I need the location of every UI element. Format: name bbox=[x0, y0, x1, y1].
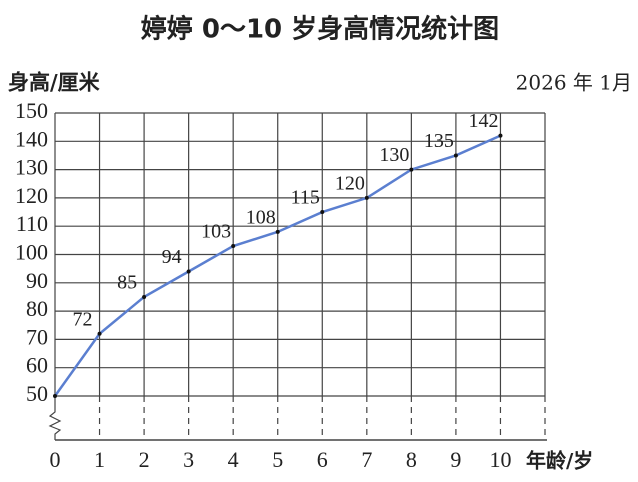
y-tick-label: 130 bbox=[15, 155, 48, 180]
y-tick-label: 150 bbox=[15, 98, 48, 123]
data-label: 115 bbox=[291, 187, 320, 209]
point bbox=[142, 294, 147, 299]
y-tick-label: 50 bbox=[26, 381, 48, 406]
x-tick-label: 7 bbox=[361, 447, 372, 472]
x-tick-label: 4 bbox=[228, 447, 239, 472]
data-label: 130 bbox=[379, 144, 409, 166]
y-tick-label: 100 bbox=[15, 240, 48, 265]
point bbox=[97, 331, 102, 336]
point bbox=[498, 133, 503, 138]
data-label: 85 bbox=[117, 272, 137, 294]
y-tick-label: 70 bbox=[26, 324, 48, 349]
data-label: 108 bbox=[246, 206, 276, 228]
x-tick-label: 6 bbox=[317, 447, 328, 472]
date: 2026 年 1月 bbox=[516, 71, 632, 95]
x-tick-label: 5 bbox=[272, 447, 283, 472]
x-tick-label: 10 bbox=[489, 447, 511, 472]
y-tick-label: 120 bbox=[15, 183, 48, 208]
y-tick-label: 90 bbox=[26, 268, 48, 293]
x-tick-label: 3 bbox=[183, 447, 194, 472]
data-label: 135 bbox=[424, 130, 454, 152]
x-tick-label: 9 bbox=[450, 447, 461, 472]
y-tick-label: 60 bbox=[26, 353, 48, 378]
data-label: 72 bbox=[73, 308, 93, 330]
x-tick-label: 1 bbox=[94, 447, 105, 472]
point bbox=[231, 244, 236, 249]
point bbox=[275, 229, 280, 234]
point bbox=[186, 269, 191, 274]
y-tick-label: 80 bbox=[26, 296, 48, 321]
point bbox=[364, 195, 369, 200]
point bbox=[320, 210, 325, 215]
data-label: 142 bbox=[468, 110, 498, 132]
x-tick-label: 8 bbox=[406, 447, 417, 472]
point bbox=[53, 394, 57, 398]
data-label: 120 bbox=[335, 172, 365, 194]
chart-title: 婷婷 0～10 岁身高情况统计图 bbox=[141, 14, 499, 45]
data-label: 103 bbox=[201, 221, 231, 243]
y-axis-label: 身高/厘米 bbox=[8, 70, 101, 95]
point bbox=[409, 167, 414, 172]
x-axis-label: 年龄/岁 bbox=[526, 449, 593, 473]
y-tick-label: 110 bbox=[16, 211, 48, 236]
x-tick-label: 2 bbox=[139, 447, 150, 472]
data-label: 94 bbox=[162, 246, 182, 268]
x-tick-label: 0 bbox=[50, 447, 61, 472]
axis-break bbox=[48, 396, 62, 440]
y-tick-label: 140 bbox=[15, 126, 48, 151]
point bbox=[453, 153, 458, 158]
